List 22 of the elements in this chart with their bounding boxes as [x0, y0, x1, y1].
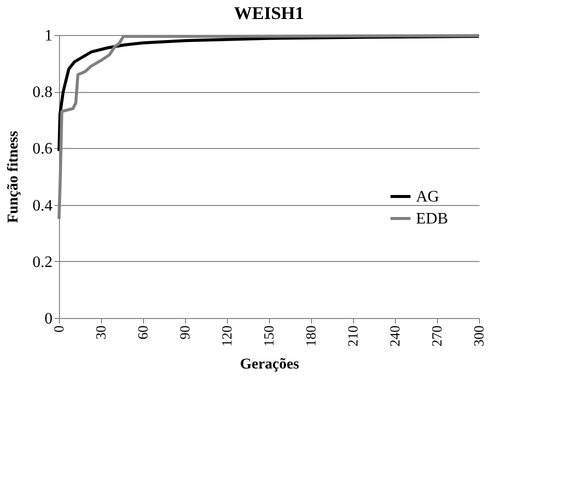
x-tick-label: 0 — [52, 326, 68, 332]
y-tick-label: 0.4 — [32, 197, 52, 214]
x-tick-label: 90 — [178, 326, 194, 340]
y-tick-label: 0.8 — [32, 84, 52, 102]
x-tick-label: 60 — [136, 326, 152, 340]
chart-title: WEISH1 — [234, 3, 304, 23]
x-tick-label: 180 — [304, 326, 320, 346]
y-tick-label: 0.2 — [32, 254, 52, 271]
x-tick-label: 240 — [388, 326, 404, 346]
x-tick-label: 270 — [430, 326, 446, 346]
y-tick-label: 0 — [44, 310, 52, 328]
y-tick-label: 0.6 — [32, 140, 52, 158]
x-tick-label: 300 — [472, 326, 488, 346]
x-tick-label: 150 — [262, 326, 278, 346]
legend-label: AG — [416, 188, 440, 206]
legend-label: EDB — [416, 210, 448, 228]
y-axis-title: Função fitness — [6, 130, 22, 224]
x-tick-label: 30 — [94, 326, 110, 340]
x-tick-label: 120 — [220, 326, 236, 346]
x-tick-label: 210 — [346, 326, 362, 346]
x-axis-title: Gerações — [240, 356, 300, 372]
y-tick-label: 1 — [44, 28, 52, 44]
